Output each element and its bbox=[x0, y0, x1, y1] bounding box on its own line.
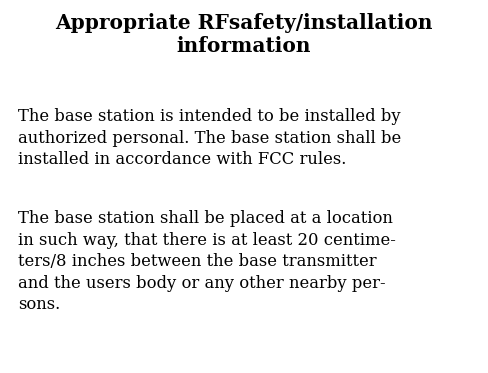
Text: The base station is intended to be installed by
authorized personal. The base st: The base station is intended to be insta… bbox=[18, 108, 401, 168]
Text: The base station shall be placed at a location
in such way, that there is at lea: The base station shall be placed at a lo… bbox=[18, 210, 396, 313]
Text: Appropriate RFsafety/installation
information: Appropriate RFsafety/installation inform… bbox=[55, 13, 433, 56]
